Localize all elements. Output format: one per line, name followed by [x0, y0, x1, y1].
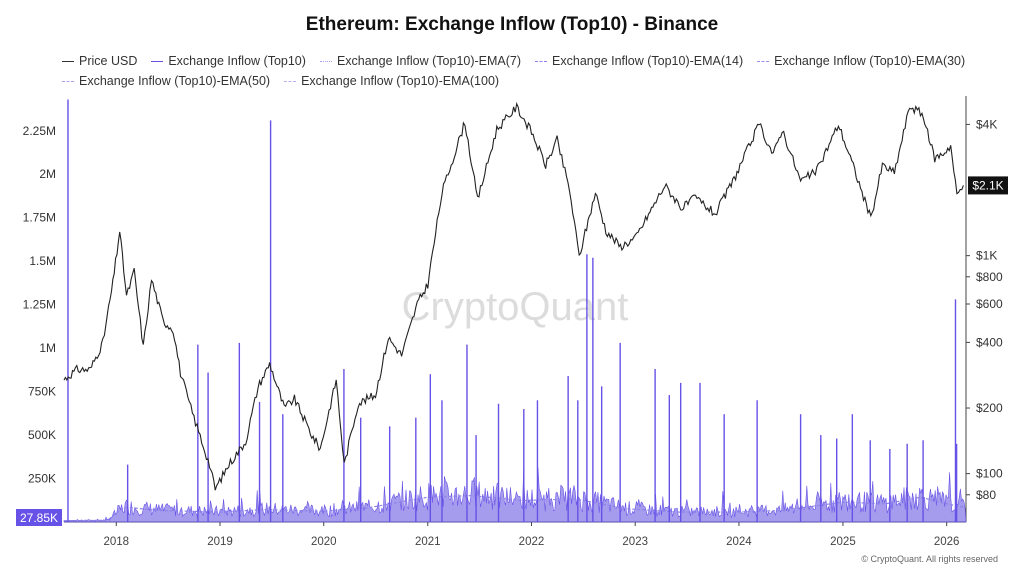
legend-item[interactable]: Exchange Inflow (Top10)-EMA(30): [757, 53, 965, 70]
chart-title: Ethereum: Exchange Inflow (Top10) - Bina…: [305, 14, 719, 35]
legend-label: Exchange Inflow (Top10)-EMA(50): [79, 74, 271, 88]
left-tick-label: 2M: [39, 167, 56, 181]
x-tick-label: 2024: [726, 536, 752, 548]
legend-label: Exchange Inflow (Top10)-EMA(30): [774, 54, 966, 68]
x-tick-label: 2021: [415, 536, 441, 548]
right-tick-label: $80: [976, 488, 996, 502]
x-tick-label: 2025: [830, 536, 856, 548]
left-tick-label: 1M: [39, 341, 56, 355]
legend-swatch: [284, 81, 297, 82]
x-tick-label: 2026: [934, 536, 960, 548]
right-tick-label: $800: [976, 270, 1003, 284]
current-price-label: $2.1K: [972, 178, 1003, 192]
legend-label: Exchange Inflow (Top10): [168, 54, 306, 68]
legend-item[interactable]: Price USD: [62, 53, 137, 70]
legend-swatch: [757, 61, 770, 62]
current-price-badge: [968, 176, 1008, 195]
legend-label: Exchange Inflow (Top10)-EMA(7): [336, 54, 522, 68]
legend-item[interactable]: Exchange Inflow (Top10): [151, 53, 306, 70]
right-tick-label: $100: [976, 467, 1003, 481]
price-line: [63, 101, 964, 491]
left-tick-label: 1.75M: [23, 211, 56, 225]
right-tick-label: $600: [976, 297, 1003, 311]
legend-label: Exchange Inflow (Top10)-EMA(14): [552, 54, 744, 68]
copyright-note: © CryptoQuant. All rights reserved: [861, 554, 998, 564]
legend-item[interactable]: Exchange Inflow (Top10)-EMA(100): [284, 73, 499, 90]
x-tick-label: 2020: [311, 536, 337, 548]
inflow-series-area: [63, 467, 967, 523]
legend-swatch: [62, 61, 74, 62]
legend-swatch: [535, 61, 548, 62]
left-tick-label: 250K: [28, 472, 56, 486]
legend-swatch: [62, 81, 74, 82]
legend-item[interactable]: Exchange Inflow (Top10)-EMA(7): [319, 53, 522, 70]
left-tick-label: 1.5M: [29, 254, 56, 268]
legend-swatch: [151, 61, 164, 62]
legend-item[interactable]: Exchange Inflow (Top10)-EMA(50): [62, 73, 270, 90]
right-tick-label: $400: [976, 335, 1003, 349]
watermark: CryptoQuant: [402, 285, 629, 329]
right-tick-label: $1K: [976, 249, 997, 263]
legend-item[interactable]: Exchange Inflow (Top10)-EMA(14): [535, 53, 743, 70]
right-tick-label: $4K: [976, 117, 997, 131]
current-inflow-label: 27.85K: [20, 511, 58, 525]
left-tick-label: 1.25M: [23, 298, 56, 312]
left-tick-label: 500K: [28, 428, 56, 442]
legend-label: Price USD: [79, 54, 138, 68]
left-tick-label: 750K: [28, 385, 56, 399]
legend-swatch: [319, 61, 332, 62]
current-inflow-badge: [16, 509, 62, 526]
x-tick-label: 2023: [622, 536, 648, 548]
right-tick-label: $200: [976, 401, 1003, 415]
inflow-ema-line: [63, 495, 965, 522]
x-tick-label: 2019: [207, 536, 233, 548]
x-tick-label: 2022: [519, 536, 545, 548]
legend: Price USD Exchange Inflow (Top10) Exchange…: [62, 50, 1002, 90]
left-tick-label: 2.25M: [23, 124, 56, 138]
legend-label: Exchange Inflow (Top10)-EMA(100): [301, 74, 500, 88]
x-tick-label: 2018: [103, 536, 129, 548]
